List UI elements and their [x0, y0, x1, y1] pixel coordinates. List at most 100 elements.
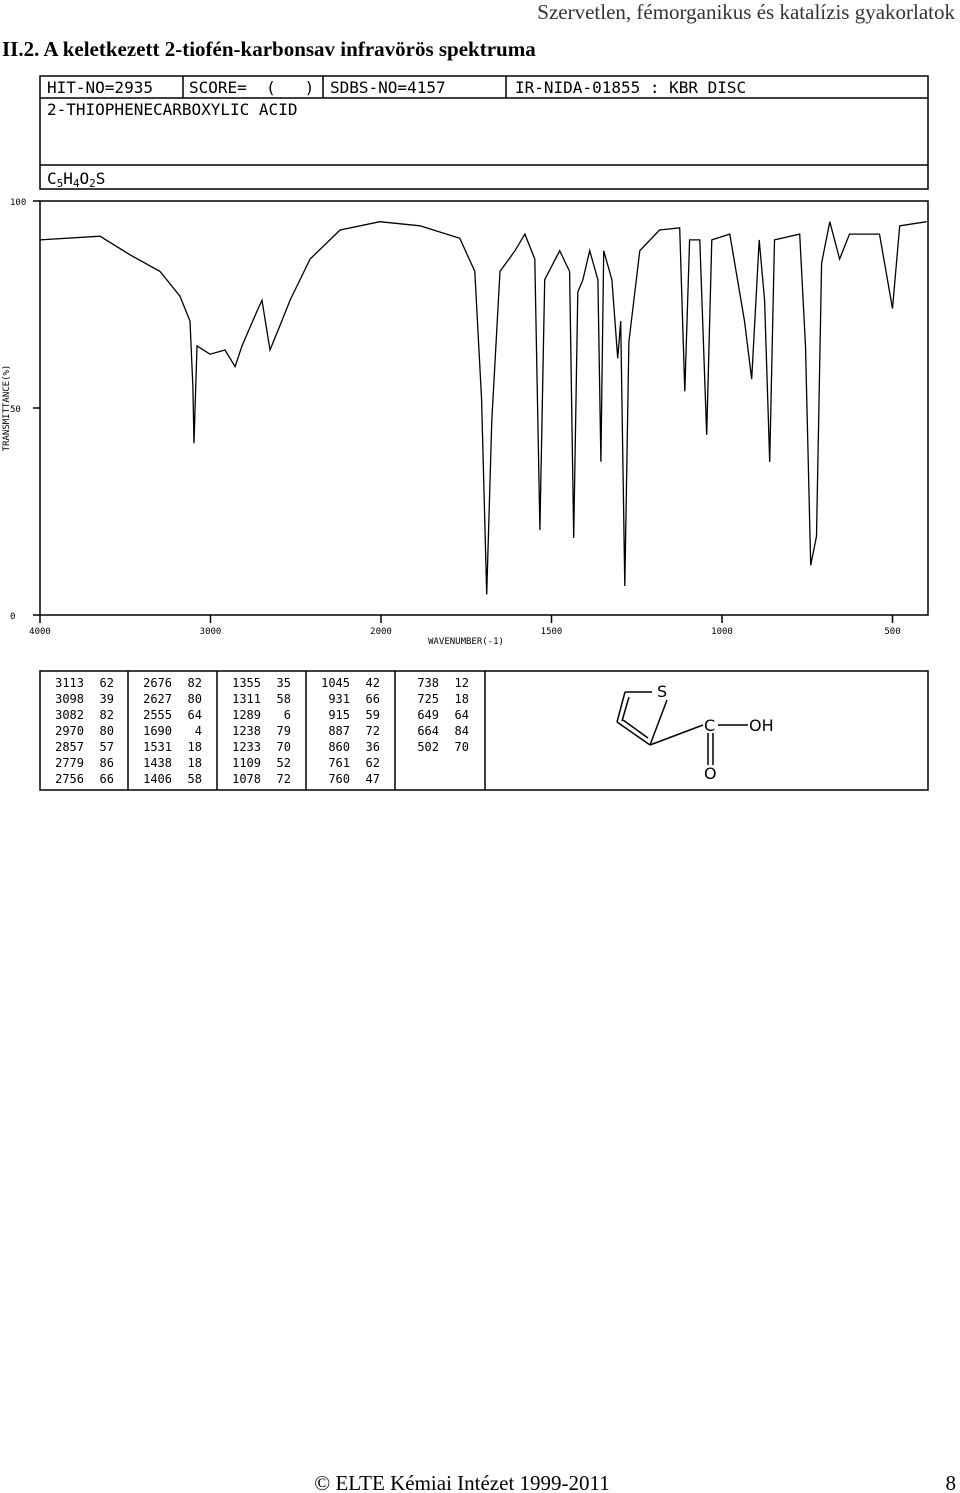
atom-label: O [704, 764, 717, 783]
formula-subscript: 4 [73, 177, 80, 190]
y-tick-label: 100 [10, 198, 26, 208]
peak-transmittance: 35 [277, 676, 291, 690]
chart: 0 50 100 4000 3000 2000 1500 1000 500 [10, 198, 927, 637]
peak-transmittance: 64 [455, 708, 469, 722]
spectrum-line [39, 221, 927, 595]
peak-list: 3113 62 3098 39 3082 82 2970 80 2857 57 2779 86 2756… [55, 676, 469, 786]
peak-wavenumber: 2970 [55, 724, 84, 738]
peak-wavenumber: 760 [328, 772, 350, 786]
formula-part: H [63, 169, 73, 188]
peak-transmittance: 58 [188, 772, 202, 786]
peak-transmittance: 4 [195, 724, 202, 738]
peak-transmittance: 18 [455, 692, 469, 706]
footer-copyright: © ELTE Kémiai Intézet 1999-2011 [314, 1471, 610, 1493]
peak-wavenumber: 2555 [143, 708, 172, 722]
peak-transmittance: 79 [277, 724, 291, 738]
peak-wavenumber: 2857 [55, 740, 84, 754]
peak-wavenumber: 931 [328, 692, 350, 706]
y-tick-label: 0 [10, 612, 15, 622]
formula-part: S [96, 169, 106, 188]
page-number: 8 [946, 1471, 957, 1493]
peak-wavenumber: 725 [417, 692, 439, 706]
formula: C5H4O2S [47, 169, 105, 190]
score: SCORE= ( ) [189, 78, 314, 97]
running-title: Szervetlen, fémorganikus és katalízis gy… [537, 0, 955, 24]
peak-transmittance: 70 [277, 740, 291, 754]
peak-wavenumber: 3098 [55, 692, 84, 706]
x-tick-label: 1500 [541, 627, 563, 637]
y-axis-label: TRANSMITTANCE(%) [2, 365, 12, 452]
peak-transmittance: 6 [284, 708, 291, 722]
peak-wavenumber: 2779 [55, 756, 84, 770]
peak-transmittance: 18 [188, 740, 202, 754]
peak-transmittance: 84 [455, 724, 469, 738]
x-tick-label: 3000 [200, 627, 222, 637]
peak-wavenumber: 915 [328, 708, 350, 722]
hit-no: HIT-NO=2935 [47, 78, 153, 97]
formula-subscript: 2 [89, 177, 96, 190]
peak-transmittance: 82 [188, 676, 202, 690]
y-tick-label: 50 [10, 405, 21, 415]
peak-transmittance: 72 [277, 772, 291, 786]
peak-wavenumber: 1438 [143, 756, 172, 770]
peak-wavenumber: 1311 [232, 692, 261, 706]
peak-wavenumber: 2627 [143, 692, 172, 706]
peak-transmittance: 80 [188, 692, 202, 706]
peak-wavenumber: 1355 [232, 676, 261, 690]
section-title: II.2. A keletkezett 2-tiofén-karbonsav i… [2, 37, 536, 61]
peak-wavenumber: 1289 [232, 708, 261, 722]
peak-wavenumber: 649 [417, 708, 439, 722]
peak-transmittance: 47 [366, 772, 380, 786]
peak-transmittance: 80 [100, 724, 114, 738]
peak-wavenumber: 1109 [232, 756, 261, 770]
x-axis-label: WAVENUMBER(-1) [428, 637, 504, 647]
peak-transmittance: 72 [366, 724, 380, 738]
peak-transmittance: 12 [455, 676, 469, 690]
peak-wavenumber: 664 [417, 724, 439, 738]
peak-wavenumber: 1233 [232, 740, 261, 754]
compound-name: 2-THIOPHENECARBOXYLIC ACID [47, 100, 297, 119]
x-tick-label: 4000 [29, 627, 51, 637]
peak-transmittance: 70 [455, 740, 469, 754]
x-tick-label: 1000 [711, 627, 733, 637]
x-tick-label: 500 [884, 627, 900, 637]
peak-wavenumber: 860 [328, 740, 350, 754]
peak-wavenumber: 1078 [232, 772, 261, 786]
peak-wavenumber: 2676 [143, 676, 172, 690]
peak-transmittance: 36 [366, 740, 380, 754]
info-box [39, 75, 929, 190]
peak-wavenumber: 1531 [143, 740, 172, 754]
plot-frame [39, 200, 929, 616]
peak-wavenumber: 3113 [55, 676, 84, 690]
peak-wavenumber: 887 [328, 724, 350, 738]
formula-part: O [80, 169, 90, 188]
formula-part: C [47, 169, 57, 188]
peak-transmittance: 39 [100, 692, 114, 706]
peak-wavenumber: 1406 [143, 772, 172, 786]
formula-subscript: 5 [57, 177, 64, 190]
peak-wavenumber: 3082 [55, 708, 84, 722]
source: IR-NIDA-01855 : KBR DISC [515, 78, 746, 97]
peak-wavenumber: 2756 [55, 772, 84, 786]
peak-transmittance: 62 [366, 756, 380, 770]
peak-transmittance: 66 [100, 772, 114, 786]
peak-transmittance: 82 [100, 708, 114, 722]
structure [616, 691, 748, 765]
peak-wavenumber: 738 [417, 676, 439, 690]
peak-wavenumber: 761 [328, 756, 350, 770]
peak-transmittance: 59 [366, 708, 380, 722]
peak-transmittance: 18 [188, 756, 202, 770]
peak-table [39, 670, 929, 791]
peak-wavenumber: 502 [417, 740, 439, 754]
peak-transmittance: 52 [277, 756, 291, 770]
sdbs-no: SDBS-NO=4157 [330, 78, 446, 97]
peak-transmittance: 42 [366, 676, 380, 690]
atom-label: C [704, 716, 715, 735]
peak-transmittance: 57 [100, 740, 114, 754]
peak-transmittance: 86 [100, 756, 114, 770]
atom-label: OH [749, 716, 774, 735]
atom-label: S [657, 682, 667, 701]
peak-wavenumber: 1045 [321, 676, 350, 690]
peak-transmittance: 58 [277, 692, 291, 706]
